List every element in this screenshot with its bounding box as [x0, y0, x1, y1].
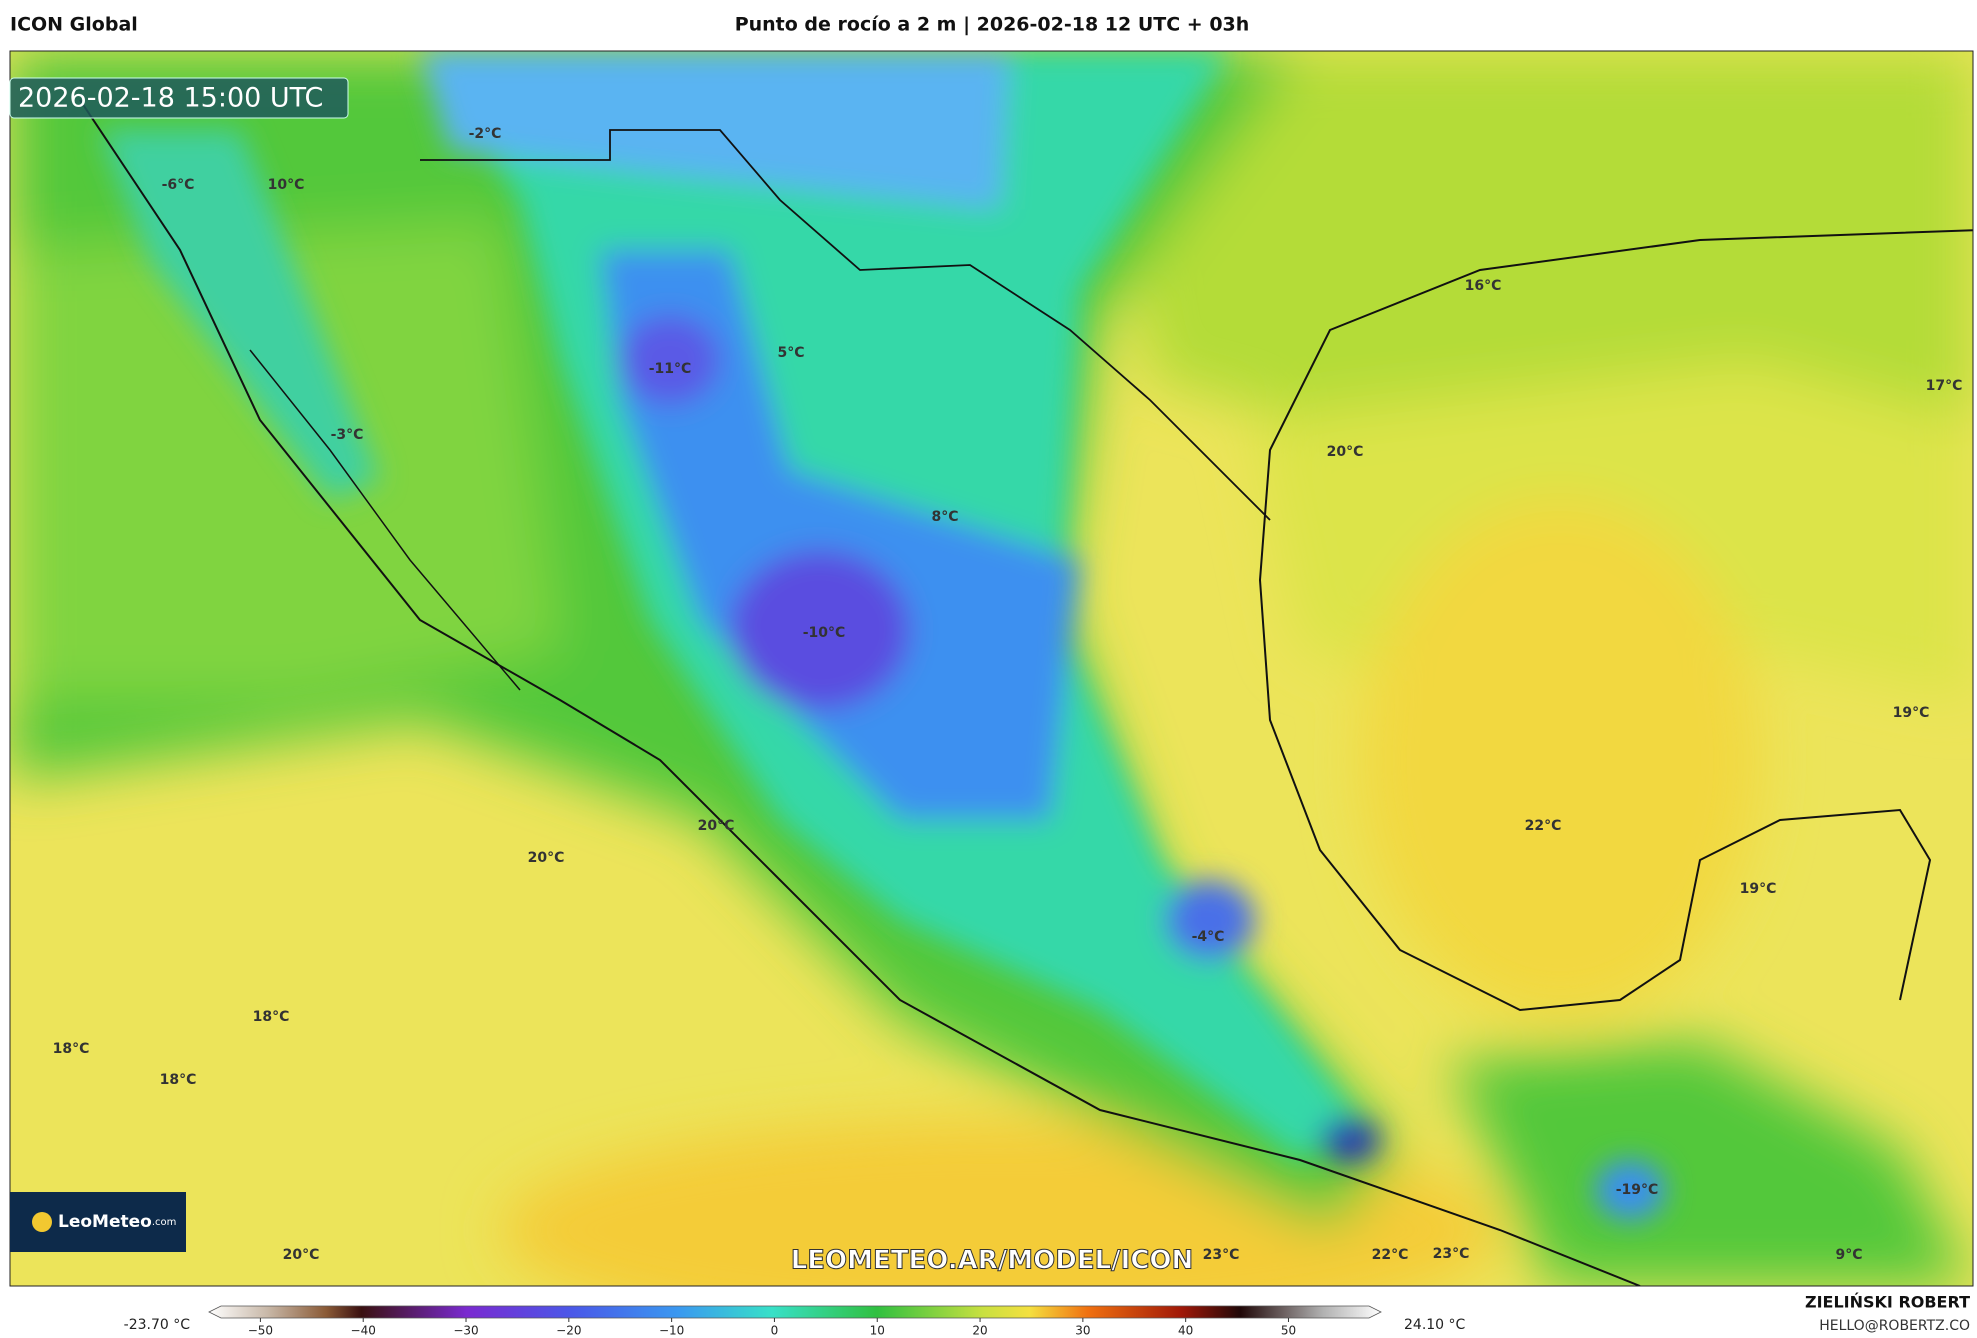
temperature-label: 8°C [931, 509, 958, 525]
colorbar-tick-label: −20 [556, 1324, 581, 1338]
colorbar-min: -23.70 °C [124, 1317, 191, 1333]
timestamp-box [9, 77, 349, 119]
email: HELLO@ROBERTZ.CO [1819, 1318, 1970, 1334]
temperature-label: -6°C [162, 177, 195, 193]
temperature-label: -3°C [331, 427, 364, 443]
temperature-label: -4°C [1192, 929, 1225, 945]
logo-suffix: .com [152, 1217, 177, 1228]
temperature-label: 18°C [253, 1009, 290, 1025]
temperature-label: 23°C [1433, 1246, 1470, 1262]
logo-sun [32, 1212, 52, 1232]
temperature-label: 10°C [268, 177, 305, 193]
temperature-label: 22°C [1372, 1247, 1409, 1263]
logo-text: LeoMeteo.com [58, 1212, 176, 1232]
colorbar-tick-label: −40 [351, 1324, 376, 1338]
temperature-label: 5°C [777, 345, 804, 361]
temperature-label: -11°C [649, 361, 692, 377]
logo-name: LeoMeteo [58, 1212, 152, 1232]
temperature-label: 20°C [283, 1247, 320, 1263]
colorbar-tick-label: 40 [1178, 1324, 1193, 1338]
temperature-label: -10°C [803, 625, 846, 641]
temperature-label: -2°C [469, 126, 502, 142]
timestamp: 2026-02-18 15:00 UTC [18, 83, 323, 114]
colorbar-bar [208, 1305, 1382, 1319]
colorbar-tick-label: −10 [659, 1324, 684, 1338]
temperature-label: -19°C [1616, 1182, 1659, 1198]
colorbar-tick-label: 10 [870, 1324, 885, 1338]
colorbar-max: 24.10 °C [1404, 1317, 1466, 1333]
temperature-label: 19°C [1740, 881, 1777, 897]
map-frame [9, 50, 1974, 1287]
colorbar-tick-label: −30 [453, 1324, 478, 1338]
watermark: LEOMETEO.AR/MODEL/ICON [791, 1246, 1194, 1276]
author: ZIELIŃSKI ROBERT [1805, 1293, 1970, 1312]
temperature-label: 9°C [1835, 1247, 1862, 1263]
temperature-label: 17°C [1926, 378, 1963, 394]
colorbar-tick-label: −50 [248, 1324, 273, 1338]
colorbar-tick-label: 20 [972, 1324, 987, 1338]
temperature-label: 18°C [53, 1041, 90, 1057]
model-name: ICON Global [10, 14, 138, 36]
temperature-label: 23°C [1203, 1247, 1240, 1263]
temperature-label: 16°C [1465, 278, 1502, 294]
colorbar-tick-label: 30 [1075, 1324, 1090, 1338]
temperature-label: 20°C [1327, 444, 1364, 460]
temperature-label: 20°C [698, 818, 735, 834]
map-title: Punto de rocío a 2 m | 2026-02-18 12 UTC… [735, 14, 1250, 36]
colorbar: −50 −40 −30 −20 −10 0 10 20 30 40 50 [208, 1305, 1382, 1338]
temperature-label: 20°C [528, 850, 565, 866]
temperature-label: 22°C [1525, 818, 1562, 834]
temperature-label: 19°C [1893, 705, 1930, 721]
temperature-label: 18°C [160, 1072, 197, 1088]
map [10, 51, 1973, 1286]
colorbar-tick-label: 50 [1281, 1324, 1296, 1338]
colorbar-tick-label: 0 [771, 1324, 779, 1338]
